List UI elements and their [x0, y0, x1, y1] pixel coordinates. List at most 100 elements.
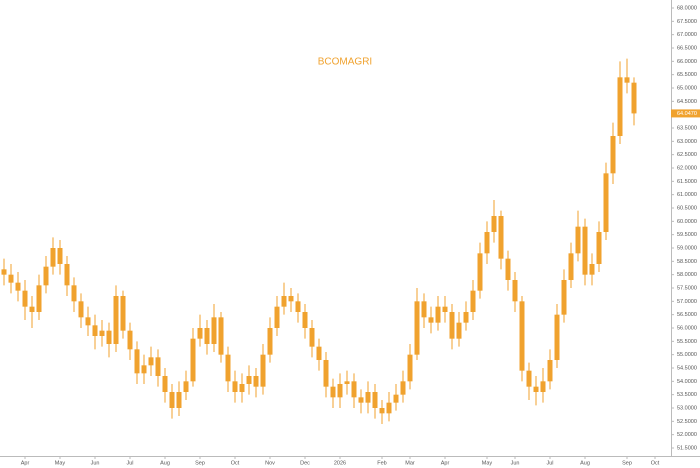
x-tick-label: Mar [405, 460, 415, 466]
candle-body [204, 328, 210, 344]
y-tick-label: 60.0000 [677, 219, 697, 225]
y-tick-label: 58.0000 [677, 272, 697, 278]
x-tick-label: May [482, 460, 493, 466]
candle-body [295, 301, 301, 312]
x-tick-label: Jul [126, 460, 133, 466]
x-tick-label: Feb [377, 460, 386, 466]
y-tick-label: 51.5000 [677, 445, 697, 451]
candle-body [526, 370, 532, 387]
candle-body [57, 248, 63, 264]
candle-body [162, 376, 168, 392]
candle-body [505, 258, 511, 280]
candle-body [519, 301, 525, 371]
candle-body [92, 325, 98, 336]
candle-body [344, 381, 350, 384]
candle-body [330, 386, 336, 398]
candle-body [211, 317, 217, 344]
candle-body [631, 82, 637, 114]
x-tick-label: May [55, 460, 66, 466]
y-tick-label: 59.5000 [677, 232, 697, 238]
candle-body [435, 306, 441, 323]
y-tick-label: 63.0000 [677, 139, 697, 145]
candle-body [288, 296, 294, 302]
candle-body [582, 226, 588, 275]
candle-body [232, 381, 238, 392]
candle-body [561, 280, 567, 315]
candle-body [442, 306, 448, 312]
x-tick-label: Aug [160, 460, 170, 466]
x-tick-label: Jun [91, 460, 100, 466]
x-tick-label: Oct [231, 460, 240, 466]
candle-body [64, 264, 70, 286]
x-tick-label: Jun [511, 460, 520, 466]
y-tick-label: 53.0000 [677, 405, 697, 411]
y-tick-label: 61.0000 [677, 192, 697, 198]
candle-body [393, 394, 399, 403]
candle-body [589, 264, 595, 275]
candle-body [323, 360, 329, 387]
candle-body [365, 392, 371, 403]
candle-body [449, 312, 455, 339]
candle-body [239, 384, 245, 392]
candle-body [141, 365, 147, 374]
candle-body [281, 296, 287, 307]
candle-body [15, 282, 21, 291]
chart-title: BCOMAGRI [318, 57, 372, 68]
y-tick-label: 54.0000 [677, 379, 697, 385]
candle-body [183, 381, 189, 392]
candle-body [491, 216, 497, 232]
candle-body [260, 354, 266, 387]
candle-body [512, 280, 518, 302]
y-tick-label: 63.5000 [677, 125, 697, 131]
candle-body [127, 330, 133, 350]
candle-body [99, 330, 105, 336]
candle-body [1, 269, 7, 275]
candle-body [253, 376, 259, 387]
candle-body [50, 248, 56, 267]
y-tick-label: 55.0000 [677, 352, 697, 358]
y-tick-label: 62.0000 [677, 165, 697, 171]
candle-body [78, 301, 84, 318]
candle-body [379, 408, 385, 414]
candle-body [176, 392, 182, 408]
y-tick-label: 54.5000 [677, 365, 697, 371]
candle-body [533, 386, 539, 392]
candle-body [463, 312, 469, 323]
candle-body [316, 346, 322, 360]
y-tick-label: 56.0000 [677, 325, 697, 331]
y-tick-label: 56.5000 [677, 312, 697, 318]
candle-body [617, 77, 623, 136]
y-tick-label: 59.0000 [677, 245, 697, 251]
candle-body [547, 360, 553, 382]
candle-body [29, 306, 35, 312]
candle-body [470, 290, 476, 312]
y-tick-label: 65.5000 [677, 72, 697, 78]
x-tick-label: Sep [195, 460, 205, 466]
x-tick-label: Jul [546, 460, 553, 466]
y-tick-label: 68.0000 [677, 5, 697, 11]
candle-body [267, 328, 273, 355]
y-tick-label: 60.5000 [677, 205, 697, 211]
x-tick-label: Apr [441, 460, 450, 466]
candle-body [36, 285, 42, 312]
candle-body [106, 330, 112, 344]
candle-body [169, 392, 175, 408]
candle-body [246, 376, 252, 384]
candle-body [386, 402, 392, 414]
y-tick-label: 67.5000 [677, 19, 697, 25]
candle-body [218, 317, 224, 355]
candle-body [197, 328, 203, 339]
candle-body [575, 226, 581, 254]
candle-body [568, 253, 574, 280]
y-tick-label: 67.0000 [677, 32, 697, 38]
x-tick-label: 2026 [334, 460, 346, 466]
candle-body [71, 285, 77, 302]
x-tick-label: Oct [651, 460, 660, 466]
candle-body [498, 216, 504, 259]
candle-body [309, 328, 315, 347]
candle-body [456, 322, 462, 339]
last-price-tag [671, 109, 700, 118]
candle-body [624, 77, 630, 83]
y-tick-label: 62.5000 [677, 152, 697, 158]
